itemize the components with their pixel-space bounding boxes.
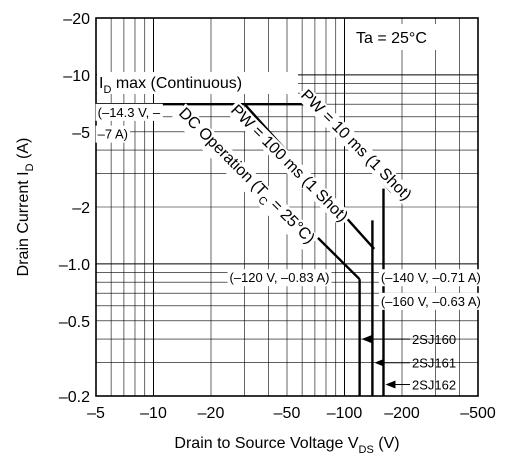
y-tick-label: –2 [72,200,90,217]
limit-lines [96,102,385,396]
x-tick-label: –50 [274,405,301,422]
id-max-label: ID max (Continuous) [99,75,242,96]
chart-labels: Ta = 25°CID max (Continuous)DC Operation… [95,24,483,393]
plot-frame [95,17,479,397]
point-annotation: (–120 V, –0.83 A) [230,270,330,285]
x-tick-label: –500 [460,405,496,422]
point-annotation: (–140 V, –0.71 A) [381,270,481,285]
point-annotation-bg [378,269,483,287]
pw-10ms-label-bg [295,85,416,206]
point-annotation: (–14.3 V, – [98,105,161,120]
y-tick-label: –0.2 [59,389,90,406]
x-tick-label: –20 [198,405,225,422]
condition-label-bg [348,24,452,50]
y-tick-label: –1.0 [59,257,90,274]
device-arrow-head [361,335,372,344]
device-label-2sj162: 2SJ162 [412,378,456,393]
device-arrow-head [374,358,385,367]
x-tick-label: –200 [384,405,420,422]
point-annotation-bg [378,292,483,310]
y-tick-label: –0.5 [59,314,90,331]
x-axis-label: Drain to Source Voltage VDS (V) [174,435,399,456]
y-tick-label: –20 [63,11,90,28]
dc-operation-label-bg [170,103,320,252]
x-tick-label: –100 [327,405,363,422]
point-annotation-bg [95,125,131,143]
y-tick-label: –5 [72,125,90,142]
pw-100ms-label-bg [225,100,353,227]
y-tick-label: –10 [63,68,90,85]
tick-labels: –5 –10 –20 –50 –100 –200 –500 –20 –10 –5 –2 –1.0 –0.… [59,11,496,422]
point-annotation: –7 A) [98,127,128,142]
point-annotation-bg [95,103,163,121]
point-annotation-bg [227,269,332,287]
id-max-label-bg [97,72,298,94]
x-tick-label: –5 [87,405,105,422]
point-annotation: (–160 V, –0.63 A) [381,294,481,309]
device-arrow-head [385,380,396,389]
condition-label: Ta = 25°C [356,30,427,47]
y-axis-label: Drain Current ID (A) [15,138,36,277]
device-label-2sj160: 2SJ160 [412,332,456,347]
device-label-2sj161: 2SJ161 [412,356,456,371]
x-tick-label: –10 [140,405,167,422]
